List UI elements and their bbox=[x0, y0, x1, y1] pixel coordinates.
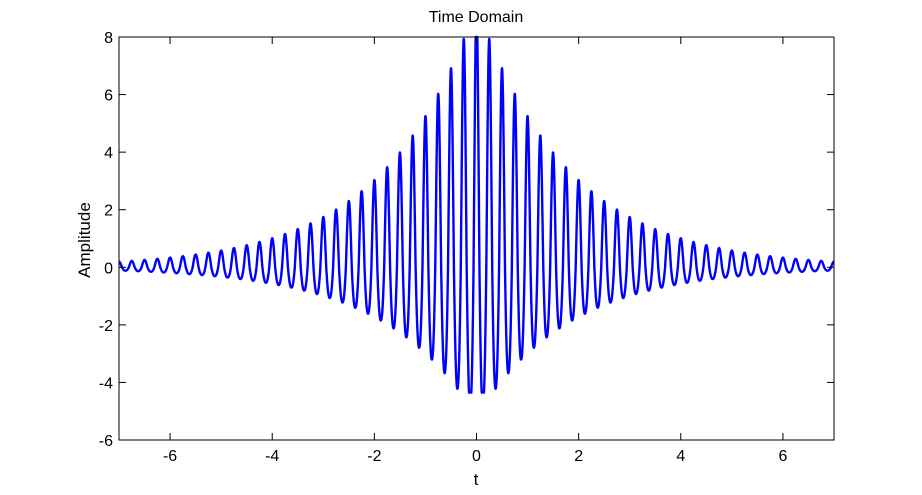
y-tick-label: 0 bbox=[104, 260, 113, 277]
x-tick-label: -4 bbox=[265, 448, 279, 465]
plot-area bbox=[119, 37, 834, 440]
y-tick-label: 4 bbox=[104, 145, 113, 162]
y-tick-label: -4 bbox=[99, 375, 113, 392]
tick-layer: -6 -4 -2 0 2 4 6 -6 -4 -2 0 2 4 6 8 bbox=[99, 30, 834, 465]
chart-title: Time Domain bbox=[429, 9, 524, 26]
x-tick-label: 4 bbox=[676, 448, 685, 465]
y-tick-label: -6 bbox=[99, 433, 113, 450]
y-axis-label: Amplitude bbox=[75, 202, 94, 278]
y-tick-label: 6 bbox=[104, 88, 113, 105]
y-tick-label: 8 bbox=[104, 30, 113, 47]
y-tick-label: -2 bbox=[99, 318, 113, 335]
x-tick-label: 0 bbox=[472, 448, 481, 465]
y-tick-label: 2 bbox=[104, 203, 113, 220]
x-tick-label: -2 bbox=[367, 448, 381, 465]
x-axis-label: t bbox=[474, 470, 479, 489]
x-tick-label: -6 bbox=[163, 448, 177, 465]
x-tick-label: 6 bbox=[778, 448, 787, 465]
x-tick-label: 2 bbox=[574, 448, 583, 465]
